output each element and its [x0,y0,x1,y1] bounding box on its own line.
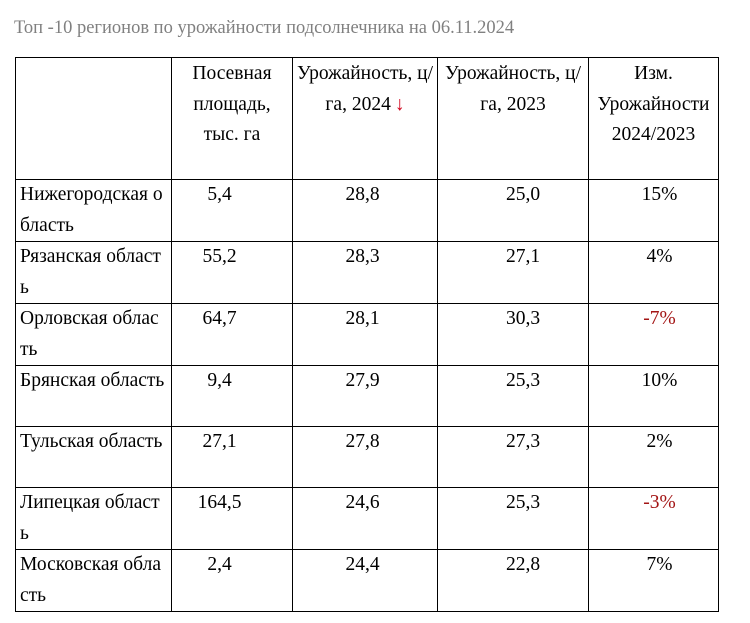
header-region [15,57,172,180]
cell-change-value: 10% [641,370,678,391]
cell-yield-2024: 28,8 [292,179,438,242]
cell-yield-2024: 27,8 [292,426,438,488]
header-area: Посевная площадь, тыс. га [171,57,293,180]
cell-yield-2023-value: 25,3 [505,492,541,513]
cell-yield-2023: 27,1 [437,241,589,304]
header-yield-2024[interactable]: Урожайность, ц/га, 2024 ↓ [292,57,438,180]
cell-yield-2023: 27,3 [437,426,589,488]
cell-yield-2024-value: 27,8 [345,431,380,452]
header-yield-2024-label: Урожайность, ц/га, 2024 [297,63,434,115]
cell-area-value: 164,5 [197,492,242,513]
cell-area: 5,4 [171,179,293,242]
cell-area: 64,7 [171,303,293,366]
cell-area-value: 27,1 [202,431,237,452]
cell-yield-2024: 28,1 [292,303,438,366]
cell-yield-2023-value: 30,3 [505,308,541,329]
cell-change: -3% [588,487,719,550]
cell-change-value: 7% [646,554,673,575]
cell-yield-2024: 28,3 [292,241,438,304]
table-header-row: Посевная площадь, тыс. га Урожайность, ц… [15,57,719,180]
cell-change: -7% [588,303,719,366]
cell-yield-2024-value: 24,6 [345,492,380,513]
cell-yield-2024-value: 27,9 [345,370,380,391]
table-row: Рязанская область 55,2 28,3 27,1 4% [15,241,719,304]
table-row: Орловская область 64,7 28,1 30,3 -7% [15,303,719,366]
page-title: Топ -10 регионов по урожайности подсолне… [14,18,515,38]
cell-yield-2023-value: 27,1 [505,246,541,267]
cell-yield-2023: 25,3 [437,487,589,550]
cell-change: 15% [588,179,719,242]
cell-yield-2024-value: 28,8 [345,184,380,205]
cell-area-value: 2,4 [207,554,232,575]
cell-area: 27,1 [171,426,293,488]
cell-area: 2,4 [171,549,293,612]
cell-yield-2024: 24,6 [292,487,438,550]
table-row: Нижегородская область 5,4 28,8 25,0 15% [15,179,719,242]
cell-area-value: 55,2 [202,246,237,267]
cell-change-value: 4% [646,246,673,267]
header-change: Изм. Урожайности 2024/2023 [588,57,719,180]
cell-change-value: -3% [643,492,676,513]
header-yield-2023: Урожайность, ц/га, 2023 [437,57,589,180]
cell-region: Липецкая область [15,487,172,550]
table-row: Московская область 2,4 24,4 22,8 7% [15,549,719,612]
sort-down-arrow-icon[interactable]: ↓ [394,93,405,115]
cell-region: Московская область [15,549,172,612]
cell-yield-2023-value: 25,3 [505,370,541,391]
cell-change-value: 2% [646,431,673,452]
table-row: Липецкая область 164,5 24,6 25,3 -3% [15,487,719,550]
cell-area-value: 64,7 [202,308,237,329]
cell-change-value: -7% [643,308,676,329]
cell-yield-2024-value: 24,4 [345,554,380,575]
table-row: Брянская область 9,4 27,9 25,3 10% [15,365,719,427]
cell-region: Рязанская область [15,241,172,304]
cell-yield-2024-value: 28,1 [345,308,380,329]
cell-yield-2024: 24,4 [292,549,438,612]
cell-region: Брянская область [15,365,172,427]
cell-yield-2023-value: 27,3 [505,431,541,452]
cell-yield-2023: 25,0 [437,179,589,242]
cell-region: Тульская область [15,426,172,488]
cell-yield-2023-value: 22,8 [505,554,541,575]
cell-yield-2023: 25,3 [437,365,589,427]
cell-change: 7% [588,549,719,612]
cell-region: Нижегородская область [15,179,172,242]
cell-area: 9,4 [171,365,293,427]
cell-area: 55,2 [171,241,293,304]
cell-yield-2024-value: 28,3 [345,246,380,267]
cell-area-value: 5,4 [207,184,232,205]
yield-table: Посевная площадь, тыс. га Урожайность, ц… [15,57,719,612]
cell-yield-2023: 30,3 [437,303,589,366]
cell-change: 2% [588,426,719,488]
cell-change: 4% [588,241,719,304]
cell-yield-2023: 22,8 [437,549,589,612]
cell-yield-2023-value: 25,0 [505,184,541,205]
table-row: Тульская область 27,1 27,8 27,3 2% [15,426,719,488]
cell-area-value: 9,4 [207,370,232,391]
cell-yield-2024: 27,9 [292,365,438,427]
cell-region: Орловская область [15,303,172,366]
cell-change-value: 15% [641,184,678,205]
cell-change: 10% [588,365,719,427]
cell-area: 164,5 [171,487,293,550]
